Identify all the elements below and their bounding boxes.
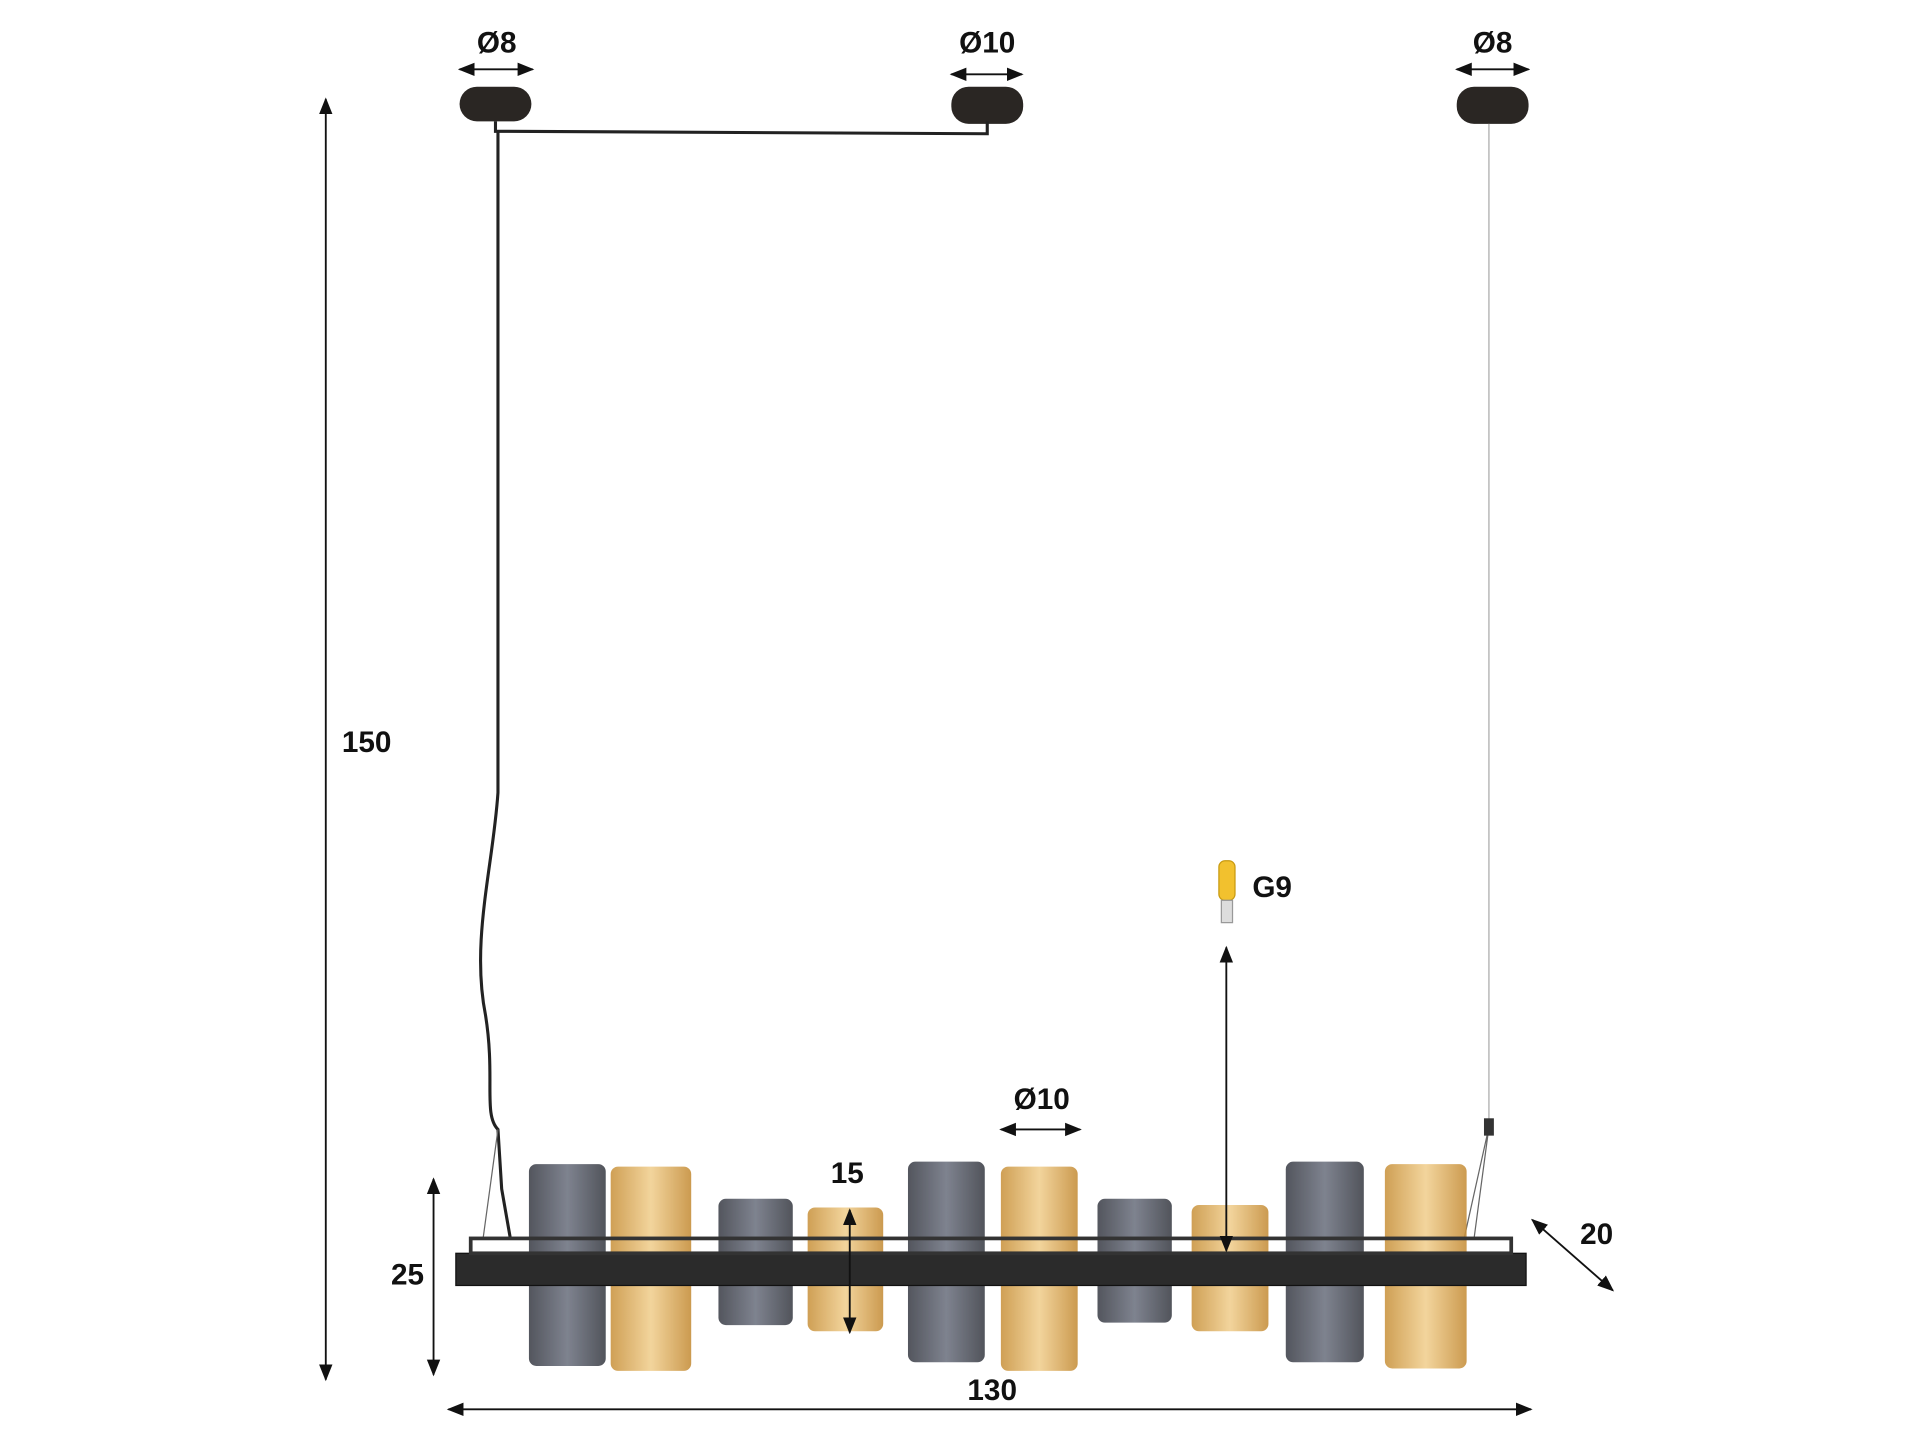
dimension-label: 150 (342, 726, 392, 759)
dimension-label: Ø8 (477, 26, 517, 59)
dimension-label: Ø10 (1014, 1083, 1070, 1116)
wires (478, 121, 1494, 1239)
dimension-label: 25 (391, 1259, 424, 1292)
canopies (459, 86, 1529, 124)
dimension-label: Ø10 (959, 26, 1015, 59)
frame-top (468, 1236, 1514, 1256)
dimension-label: 15 (831, 1157, 864, 1190)
dimension-label: 20 (1580, 1218, 1613, 1251)
frame-bar (455, 1252, 1527, 1287)
canopy (1456, 86, 1529, 124)
dimension-label: Ø8 (1473, 26, 1513, 59)
bulb-icon (1218, 860, 1236, 924)
canopy (951, 86, 1024, 124)
canopy (459, 86, 532, 122)
dimension-label: 130 (967, 1374, 1017, 1407)
dimension-label: G9 (1252, 871, 1292, 904)
dimension-lines (319, 62, 1615, 1417)
